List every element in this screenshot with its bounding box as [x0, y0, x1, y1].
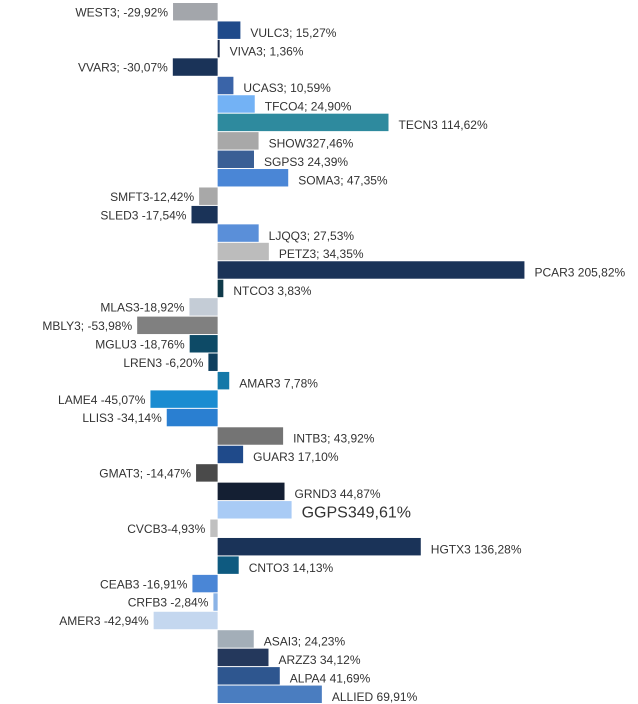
bar [213, 593, 218, 611]
data-label: MLAS3-18,92% [100, 301, 184, 315]
data-label: MBLY3; -53,98% [42, 319, 132, 333]
data-label: VULC3; 15,27% [250, 26, 336, 40]
data-label: MGLU3 -18,76% [95, 337, 185, 351]
data-label: PCAR3 205,82% [534, 266, 625, 280]
bar [217, 113, 389, 132]
bar [217, 150, 254, 169]
data-label: WEST3; -29,92% [75, 5, 168, 19]
bar [217, 630, 254, 648]
data-label: TECN3 114,62% [398, 118, 487, 132]
data-label: ARZZ3 34,12% [278, 653, 360, 667]
data-label: GRND3 44,87% [295, 487, 381, 501]
bar [217, 132, 259, 150]
bar [217, 685, 322, 703]
data-label: CVCB3-4,93% [127, 522, 205, 536]
bar [217, 667, 280, 685]
data-label: AMER3 -42,94% [59, 614, 149, 628]
data-label: CEAB3 -16,91% [100, 577, 188, 591]
bar [217, 445, 244, 464]
bar [217, 261, 525, 279]
bar [191, 205, 218, 224]
data-label: VIVA3; 1,36% [230, 44, 304, 58]
bar [217, 537, 421, 556]
bar [199, 187, 218, 205]
bar [217, 76, 234, 95]
bar [137, 316, 218, 335]
data-label: CRFB3 -2,84% [128, 596, 209, 610]
bar [217, 39, 220, 58]
bar [196, 464, 218, 482]
data-label: HGTX3 136,28% [431, 542, 522, 556]
bar [192, 574, 218, 593]
bar [217, 648, 269, 667]
data-label: ALPA4 41,69% [290, 672, 371, 686]
bar [217, 21, 241, 39]
bar [210, 519, 218, 537]
bar [153, 611, 218, 630]
bar [189, 335, 218, 353]
data-label: VVAR3; -30,07% [78, 61, 168, 75]
bar [217, 482, 285, 501]
data-label: INTB3; 43,92% [293, 432, 375, 446]
data-label: SMFT3-12,42% [110, 190, 194, 204]
bar [217, 242, 269, 261]
bar [189, 298, 218, 316]
data-label: SOMA3; 47,35% [298, 173, 388, 187]
bar [217, 95, 255, 113]
data-label: LREN3 -6,20% [123, 356, 203, 370]
bar [217, 224, 259, 242]
data-label: GGPS349,61% [302, 505, 411, 522]
data-label: CNTO3 14,13% [249, 561, 334, 575]
data-label: PETZ3; 34,35% [279, 247, 364, 261]
data-label: ASAI3; 24,23% [264, 635, 346, 649]
bar [217, 169, 289, 187]
bar [217, 371, 230, 390]
bar [172, 58, 218, 76]
bar [217, 501, 292, 519]
data-label: AMAR3 7,78% [239, 376, 318, 390]
data-label: UCAS3; 10,59% [243, 81, 331, 95]
data-label: GUAR3 17,10% [253, 450, 339, 464]
bar [150, 390, 218, 408]
data-label: SLED3 -17,54% [100, 208, 186, 222]
bar [173, 3, 218, 21]
data-label: NTCO3 3,83% [233, 284, 311, 298]
bar [208, 353, 218, 371]
data-label: LLIS3 -34,14% [82, 411, 162, 425]
bar [166, 408, 218, 427]
data-label: ALLIED 69,91% [332, 690, 418, 704]
data-label: TFCO4; 24,90% [265, 100, 352, 114]
bar [217, 427, 284, 445]
data-label: SHOW327,46% [269, 137, 354, 151]
data-label: SGPS3 24,39% [264, 155, 348, 169]
data-label: LAME4 -45,07% [58, 393, 146, 407]
bar [217, 556, 239, 574]
data-label: LJQQ3; 27,53% [269, 229, 355, 243]
data-label: GMAT3; -14,47% [99, 467, 191, 481]
bar [217, 279, 224, 298]
